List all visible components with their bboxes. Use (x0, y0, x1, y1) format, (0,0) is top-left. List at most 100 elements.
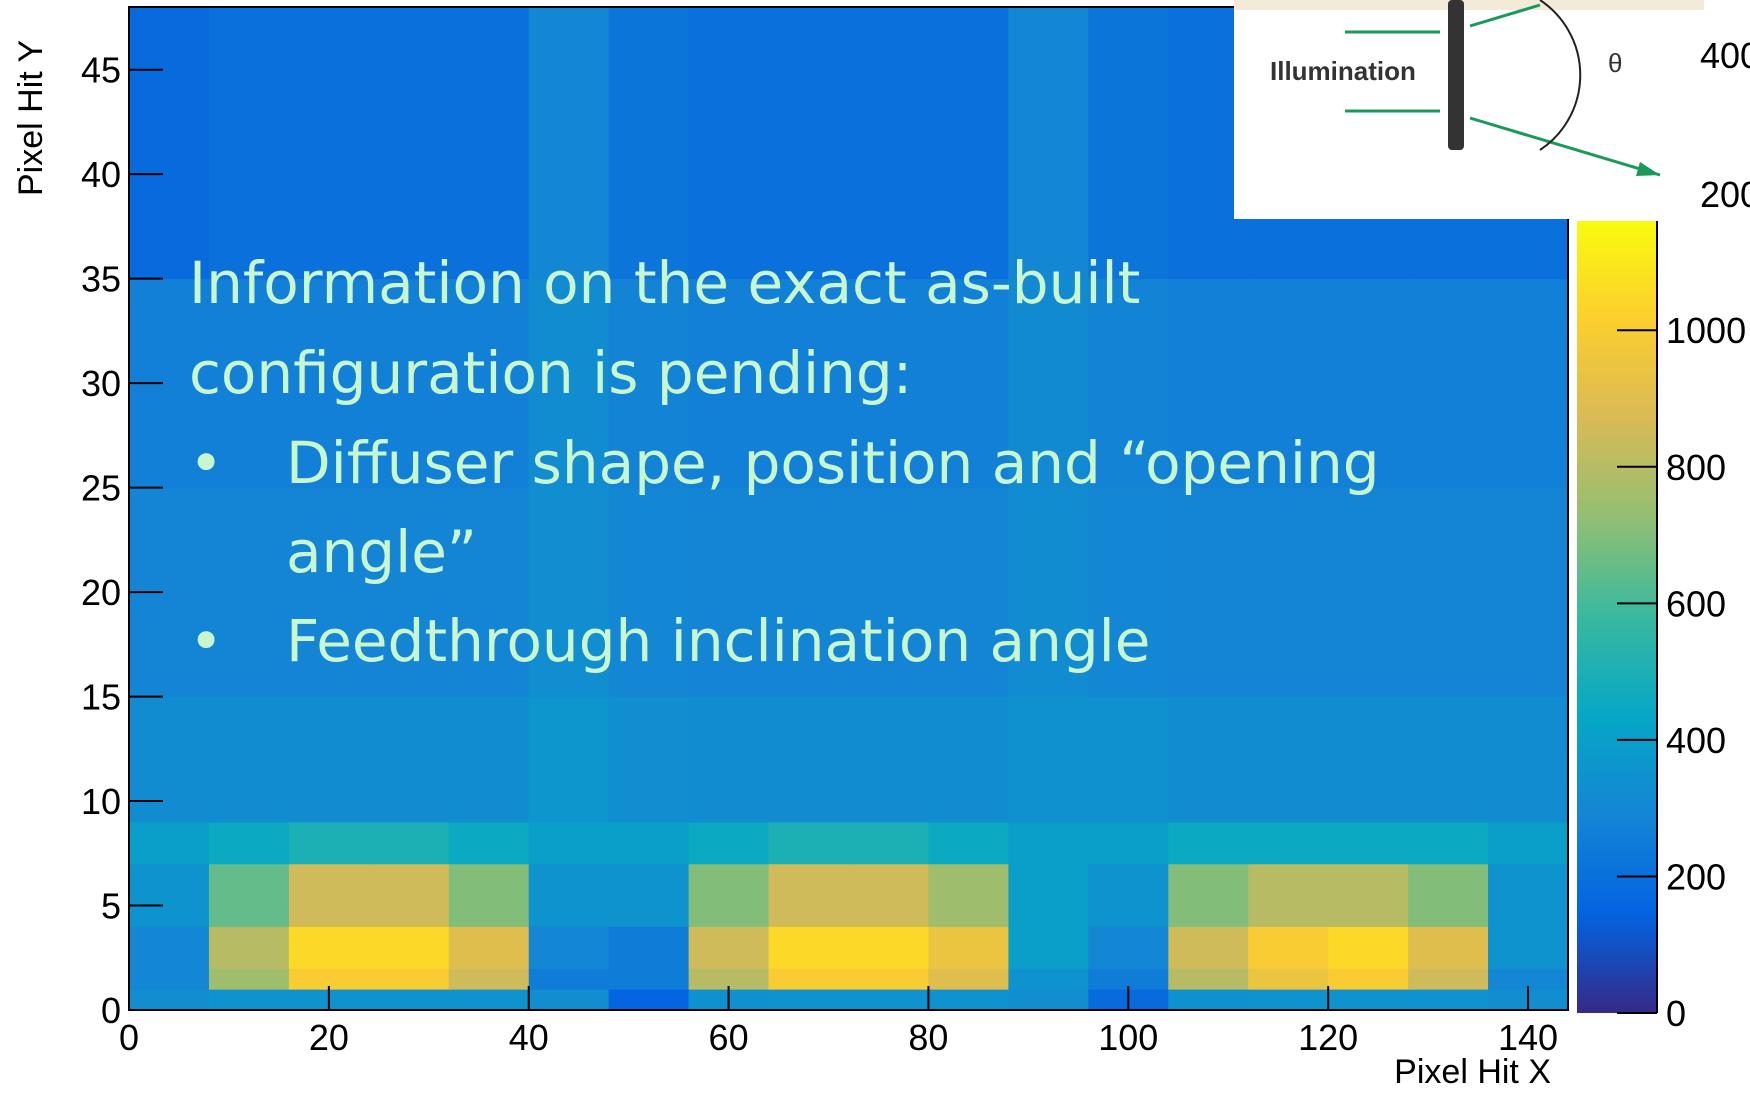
color-bar (1577, 221, 1657, 1013)
heat-cell (289, 864, 369, 927)
heat-cell (209, 822, 289, 864)
heat-cell (609, 968, 689, 989)
heat-cell (928, 7, 1008, 279)
bullet-marker: • (189, 429, 223, 497)
heat-cell (1488, 822, 1568, 864)
heat-cell (449, 864, 529, 927)
x-tick-label: 40 (509, 1017, 549, 1058)
heat-cell (449, 968, 529, 989)
heat-cell (129, 926, 209, 968)
y-tick-label: 0 (101, 990, 121, 1031)
heat-cell (529, 926, 609, 968)
diffuser (1448, 0, 1464, 150)
heat-cell (689, 697, 769, 823)
y-tick-label: 35 (81, 259, 121, 300)
heat-cell (1488, 279, 1568, 488)
heat-cell (1008, 926, 1088, 968)
inset-strip (1234, 0, 1704, 10)
heat-cell (529, 822, 609, 864)
heat-cell (1488, 488, 1568, 697)
heat-cell (129, 7, 209, 279)
heat-cell (369, 926, 449, 968)
heat-cell (849, 7, 929, 279)
heat-cell (928, 968, 1008, 989)
y-tick-label: 45 (81, 50, 121, 91)
heat-cell (129, 989, 209, 1010)
heat-cell (928, 822, 1008, 864)
x-tick-label: 120 (1298, 1017, 1358, 1058)
heat-cell (769, 7, 849, 279)
heat-cell (1248, 822, 1328, 864)
bullet-text: Feedthrough inclination angle (286, 607, 1150, 675)
heat-cell (689, 822, 769, 864)
heat-cell (1088, 864, 1168, 927)
heat-cell (289, 822, 369, 864)
heat-cell (1248, 697, 1328, 823)
page: {"chart_data": {"type": "heatmap", "xlab… (0, 0, 1750, 1096)
heat-cell (369, 968, 449, 989)
heat-cell (1408, 864, 1488, 927)
heat-cell (1168, 926, 1248, 968)
heat-cell (1168, 697, 1248, 823)
y-tick-label: 30 (81, 363, 121, 404)
heat-cell (449, 989, 529, 1010)
heat-cell (769, 968, 849, 989)
heat-cell (449, 926, 529, 968)
heat-cell (1328, 989, 1408, 1010)
heat-cell (609, 7, 689, 279)
heat-cell (1328, 864, 1408, 927)
heat-cell (1248, 968, 1328, 989)
heat-cell (1168, 488, 1248, 697)
heat-cell (449, 822, 529, 864)
y-tick-label: 20 (81, 572, 121, 613)
y-tick-label: 40 (81, 154, 121, 195)
heat-cell (1008, 697, 1088, 823)
heat-cell (689, 7, 769, 279)
heat-cell (209, 968, 289, 989)
heat-cell (1168, 989, 1248, 1010)
heat-cell (1488, 926, 1568, 968)
heat-cell (529, 7, 609, 279)
heat-cell (609, 697, 689, 823)
heat-cell (928, 926, 1008, 968)
heat-cell (289, 926, 369, 968)
inset-figure: Illumination θ (1234, 0, 1704, 219)
heat-cell (209, 864, 289, 927)
heat-cell (369, 697, 449, 823)
y-tick-label: 5 (101, 886, 121, 927)
heat-cell (1248, 989, 1328, 1010)
bullet-text: angle” (286, 518, 477, 586)
heat-cell (1328, 968, 1408, 989)
y-tick-label: 15 (81, 677, 121, 718)
heat-cell (1008, 989, 1088, 1010)
heat-cell (769, 697, 849, 823)
x-tick-label: 100 (1098, 1017, 1158, 1058)
heat-cell (1328, 926, 1408, 968)
heat-cell (1408, 697, 1488, 823)
heat-cell (529, 968, 609, 989)
heat-cell (369, 822, 449, 864)
bullet-text: Diffuser shape, position and “opening (286, 429, 1380, 497)
heat-cell (289, 7, 369, 279)
z-tick-label: 800 (1666, 447, 1726, 488)
heat-cell (369, 989, 449, 1010)
y-tick-label: 25 (81, 468, 121, 509)
heat-cell (769, 989, 849, 1010)
heat-cell (1088, 7, 1168, 279)
heat-cell (129, 864, 209, 927)
overlay-heading: Information on the exact as-built (189, 249, 1140, 317)
heat-cell (609, 822, 689, 864)
partial-label: 400 (1700, 35, 1750, 76)
heat-cell (1008, 7, 1088, 279)
heat-cell (849, 822, 929, 864)
heat-cell (769, 864, 849, 927)
heat-cell (1488, 697, 1568, 823)
heat-cell (1088, 926, 1168, 968)
heat-cell (689, 864, 769, 927)
chart: Pixel Hit X Pixel Hit Y Illumination θ 4… (0, 0, 1750, 1096)
heat-cell (209, 926, 289, 968)
y-axis-title: Pixel Hit Y (12, 40, 50, 196)
heat-cell (1408, 822, 1488, 864)
heat-cell (1168, 822, 1248, 864)
heat-cell (1488, 864, 1568, 927)
